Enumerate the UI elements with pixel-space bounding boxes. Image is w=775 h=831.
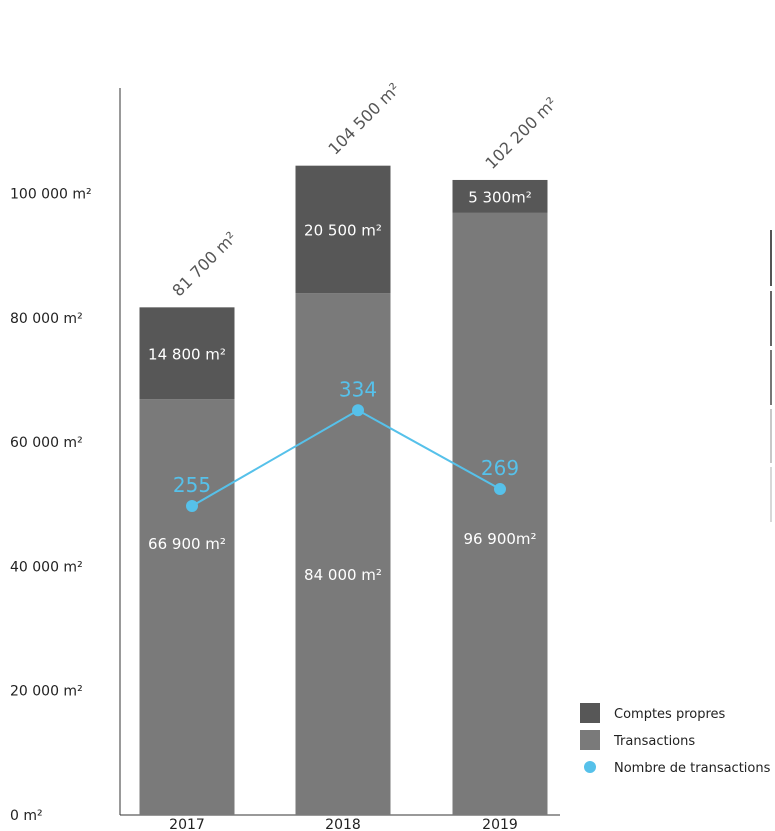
bar-comptes-propres	[295, 165, 391, 294]
data-label-transactions: 84 000 m²	[304, 566, 382, 584]
axes: 0 m² 20 000 m² 40 000 m² 60 000 m² 80 000 m²…	[10, 88, 560, 831]
legend: Comptes propres Transactions Nombre de tra…	[580, 703, 771, 776]
y-tick-label: 0 m²	[10, 808, 43, 824]
bar-transactions	[139, 399, 235, 815]
legend-marker-circle	[584, 761, 596, 773]
transactions-count-label: 255	[173, 473, 211, 497]
legend-marker-square	[580, 730, 600, 750]
total-label: 104 500 m²	[324, 79, 403, 158]
y-tick-label: 60 000 m²	[10, 435, 83, 451]
data-label-comptes-propres: 14 800 m²	[148, 345, 226, 363]
legend-label: Transactions	[613, 734, 695, 749]
y-tick-label: 80 000 m²	[10, 311, 83, 327]
transactions-count-label: 334	[339, 377, 377, 401]
total-label: 102 200 m²	[481, 93, 560, 172]
y-tick-label: 100 000 m²	[10, 187, 92, 203]
bars	[139, 165, 548, 815]
bar-transactions	[452, 212, 548, 815]
data-label-comptes-propres: 5 300m²	[468, 188, 532, 206]
transactions-count-label: 269	[481, 456, 519, 480]
legend-label: Comptes propres	[614, 707, 726, 722]
data-label-comptes-propres: 20 500 m²	[304, 221, 382, 239]
legend-marker-square	[580, 703, 600, 723]
total-label: 81 700 m²	[168, 228, 240, 300]
bar-comptes-propres	[139, 307, 235, 400]
transactions-point	[186, 500, 198, 513]
data-label-transactions: 96 900m²	[463, 530, 536, 548]
transactions-line: 255 334 269	[173, 377, 519, 513]
y-tick-label: 20 000 m²	[10, 684, 83, 700]
x-tick-label: 2017	[169, 817, 205, 831]
y-tick-label: 40 000 m²	[10, 559, 83, 575]
transactions-point	[352, 404, 364, 417]
x-tick-label: 2019	[482, 817, 518, 831]
bar-comptes-propres	[452, 179, 548, 213]
transactions-point	[494, 483, 506, 496]
x-tick-label: 2018	[325, 817, 361, 831]
bar-transactions	[295, 293, 391, 815]
data-label-transactions: 66 900 m²	[148, 535, 226, 553]
legend-label: Nombre de transactions	[614, 761, 771, 776]
